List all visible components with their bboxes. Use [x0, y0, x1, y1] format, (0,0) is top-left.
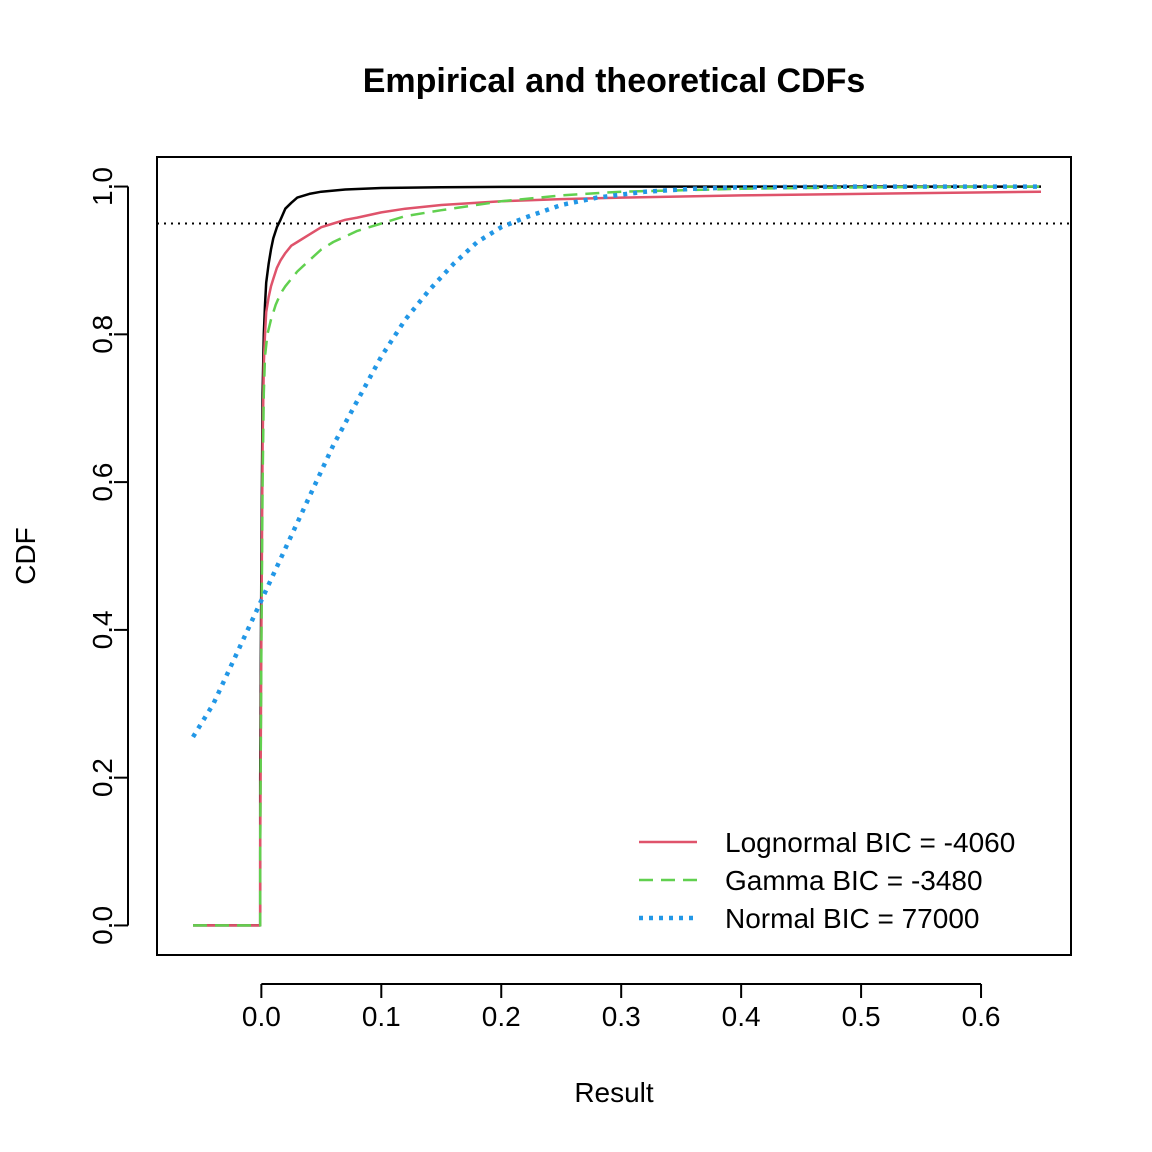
y-tick-label: 0.6 — [87, 463, 118, 502]
y-tick-label: 0.8 — [87, 315, 118, 354]
legend-label: Lognormal BIC = -4060 — [725, 827, 1015, 858]
y-tick-label: 0.4 — [87, 610, 118, 649]
y-tick-label: 0.2 — [87, 758, 118, 797]
y-tick-label: 0.0 — [87, 906, 118, 945]
x-tick-label: 0.0 — [242, 1001, 281, 1032]
axes: 0.0 0.1 0.2 0.3 0.4 0.5 0.6 0.0 0.2 0.4 0.6 0.8 1.0 — [87, 167, 1001, 1032]
plot-frame — [156, 156, 1072, 956]
x-tick-label: 0.4 — [722, 1001, 761, 1032]
x-tick-label: 0.1 — [362, 1001, 401, 1032]
series-line-normal — [191, 184, 1041, 739]
x-tick-label: 0.2 — [482, 1001, 521, 1032]
x-axis-label: Result — [574, 1077, 654, 1108]
legend-label: Normal BIC = 77000 — [725, 903, 979, 934]
series-line-gamma — [193, 185, 1042, 927]
legend-label: Gamma BIC = -3480 — [725, 865, 983, 896]
x-tick-label: 0.3 — [602, 1001, 641, 1032]
series-lines — [191, 184, 1042, 927]
y-tick-label: 1.0 — [87, 167, 118, 206]
chart-title: Empirical and theoretical CDFs — [363, 62, 866, 100]
y-axis-label: CDF — [10, 527, 41, 585]
x-tick-label: 0.6 — [962, 1001, 1001, 1032]
x-tick-label: 0.5 — [842, 1001, 881, 1032]
legend: Lognormal BIC = -4060 Gamma BIC = -3480 No… — [639, 827, 1015, 934]
